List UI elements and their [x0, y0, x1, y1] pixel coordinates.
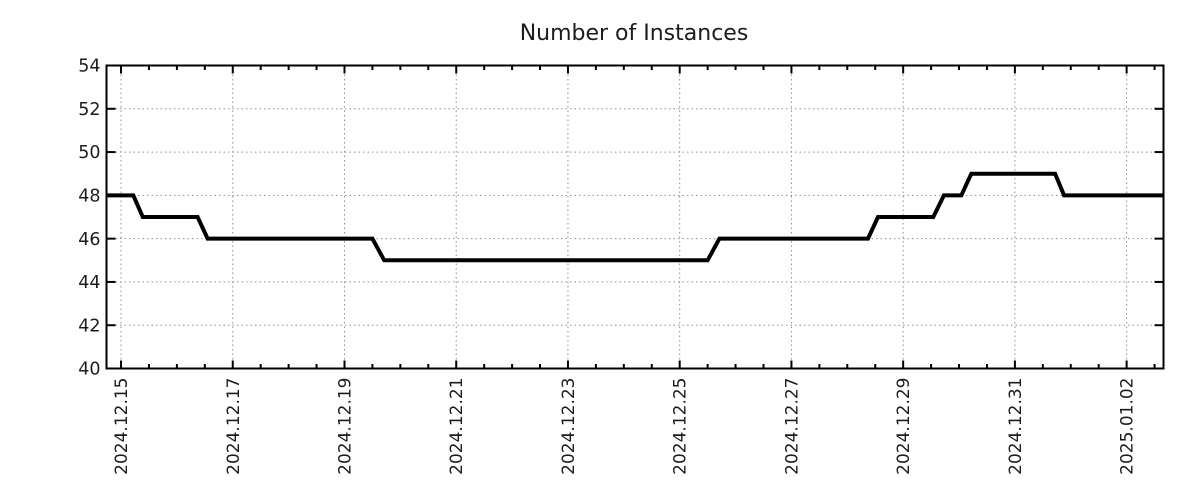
x-tick-label: 2024.12.17: [224, 378, 244, 475]
y-tick-label: 52: [78, 100, 100, 120]
y-tick-label: 42: [78, 316, 100, 336]
chart-title: Number of Instances: [520, 21, 749, 46]
x-tick-label: 2024.12.21: [447, 378, 467, 475]
x-tick-label: 2024.12.31: [1006, 378, 1026, 475]
tick-labels-layer: 40 42 44 46 48 50 52 54 2024.12.15 2024.12.17 2024…: [78, 57, 1137, 475]
y-tick-label: 54: [78, 57, 100, 77]
gridlines-layer: [106, 65, 1164, 369]
series-layer: [106, 171, 1164, 263]
y-tick-label: 46: [78, 230, 100, 250]
y-tick-label: 50: [78, 143, 100, 163]
data-line-instances: [106, 171, 1164, 263]
x-tick-label: 2024.12.25: [671, 378, 691, 475]
x-tick-label: 2024.12.15: [112, 378, 132, 475]
x-tick-label: 2024.12.29: [894, 378, 914, 475]
x-tick-label: 2024.12.19: [336, 378, 356, 475]
y-tick-label: 48: [78, 186, 100, 206]
x-tick-label: 2024.12.27: [782, 378, 802, 475]
y-tick-label: 40: [78, 360, 100, 380]
x-tick-label: 2024.12.23: [559, 378, 579, 475]
y-tick-label: 44: [78, 273, 100, 293]
x-tick-label: 2025.01.02: [1118, 378, 1138, 475]
axes-layer: [105, 64, 1165, 370]
plot-border: [105, 64, 1165, 370]
